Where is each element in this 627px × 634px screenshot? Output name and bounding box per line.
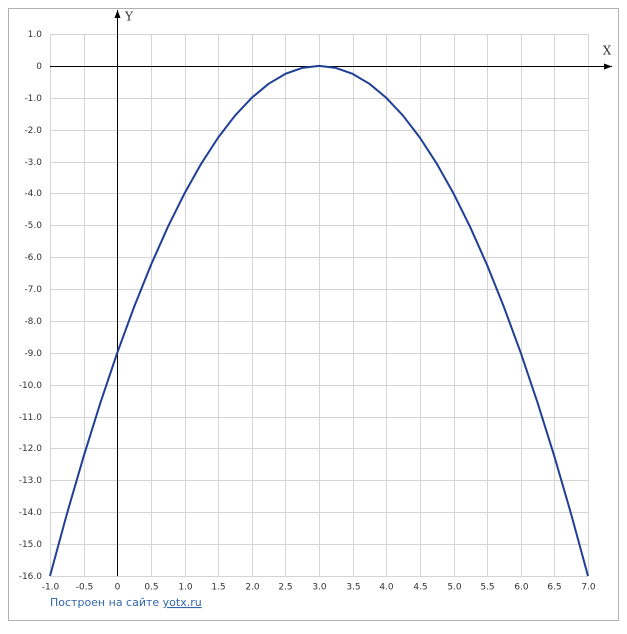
y-tick-label: -7.0: [24, 285, 42, 295]
x-tick-label: 6.0: [514, 583, 529, 593]
x-axis-label: X: [603, 44, 612, 58]
x-tick-label: -1.0: [42, 583, 60, 593]
y-tick-label: -15.0: [19, 540, 43, 550]
y-tick-label: -2.0: [24, 126, 42, 136]
y-tick-label: 1.0: [28, 30, 43, 40]
y-tick-label: -12.0: [19, 444, 43, 454]
y-tick-label: -3.0: [24, 158, 42, 168]
x-tick-label: 7.0: [581, 583, 596, 593]
x-tick-label: 5.5: [480, 583, 494, 593]
grid: [50, 34, 589, 577]
x-tick-label: 2.5: [278, 583, 292, 593]
x-tick-label: 3.5: [346, 583, 360, 593]
y-tick-label: -10.0: [19, 381, 43, 391]
x-tick-label: 3.0: [312, 583, 327, 593]
y-tick-label: -6.0: [24, 253, 42, 263]
y-tick-label: -5.0: [24, 221, 42, 231]
x-tick-label: 4.0: [379, 583, 394, 593]
y-axis-arrow: [114, 10, 121, 18]
x-tick-label: 0: [115, 583, 121, 593]
curve: [49, 64, 589, 577]
y-tick-label: -1.0: [24, 94, 42, 104]
y-tick-label: -14.0: [19, 508, 43, 518]
y-axis-label: Y: [124, 10, 134, 24]
credit-text: Построен на сайте: [50, 596, 159, 609]
x-axis-arrow: [604, 63, 612, 70]
x-tick-label: -0.5: [76, 583, 94, 593]
frame: [8, 8, 619, 621]
x-tick-label: 0.5: [144, 583, 158, 593]
y-tick-label: -4.0: [24, 189, 42, 199]
x-tick-label: 1.5: [211, 583, 225, 593]
x-tick-label: 2.0: [245, 583, 260, 593]
x-tick-label: 6.5: [547, 583, 561, 593]
y-tick-label: 0: [36, 62, 42, 72]
x-tick-label: 5.0: [447, 583, 462, 593]
y-tick-label: -11.0: [19, 413, 43, 423]
y-tick-label: -13.0: [19, 476, 43, 486]
x-tick-label: 4.5: [413, 583, 427, 593]
y-tick-label: -16.0: [19, 572, 43, 582]
y-tick-label: -9.0: [24, 349, 42, 359]
y-tick-label: -8.0: [24, 317, 42, 327]
credit-link[interactable]: yotx.ru: [163, 596, 202, 609]
credit: Построен на сайте yotx.ru: [50, 596, 202, 609]
x-tick-label: 1.0: [178, 583, 193, 593]
